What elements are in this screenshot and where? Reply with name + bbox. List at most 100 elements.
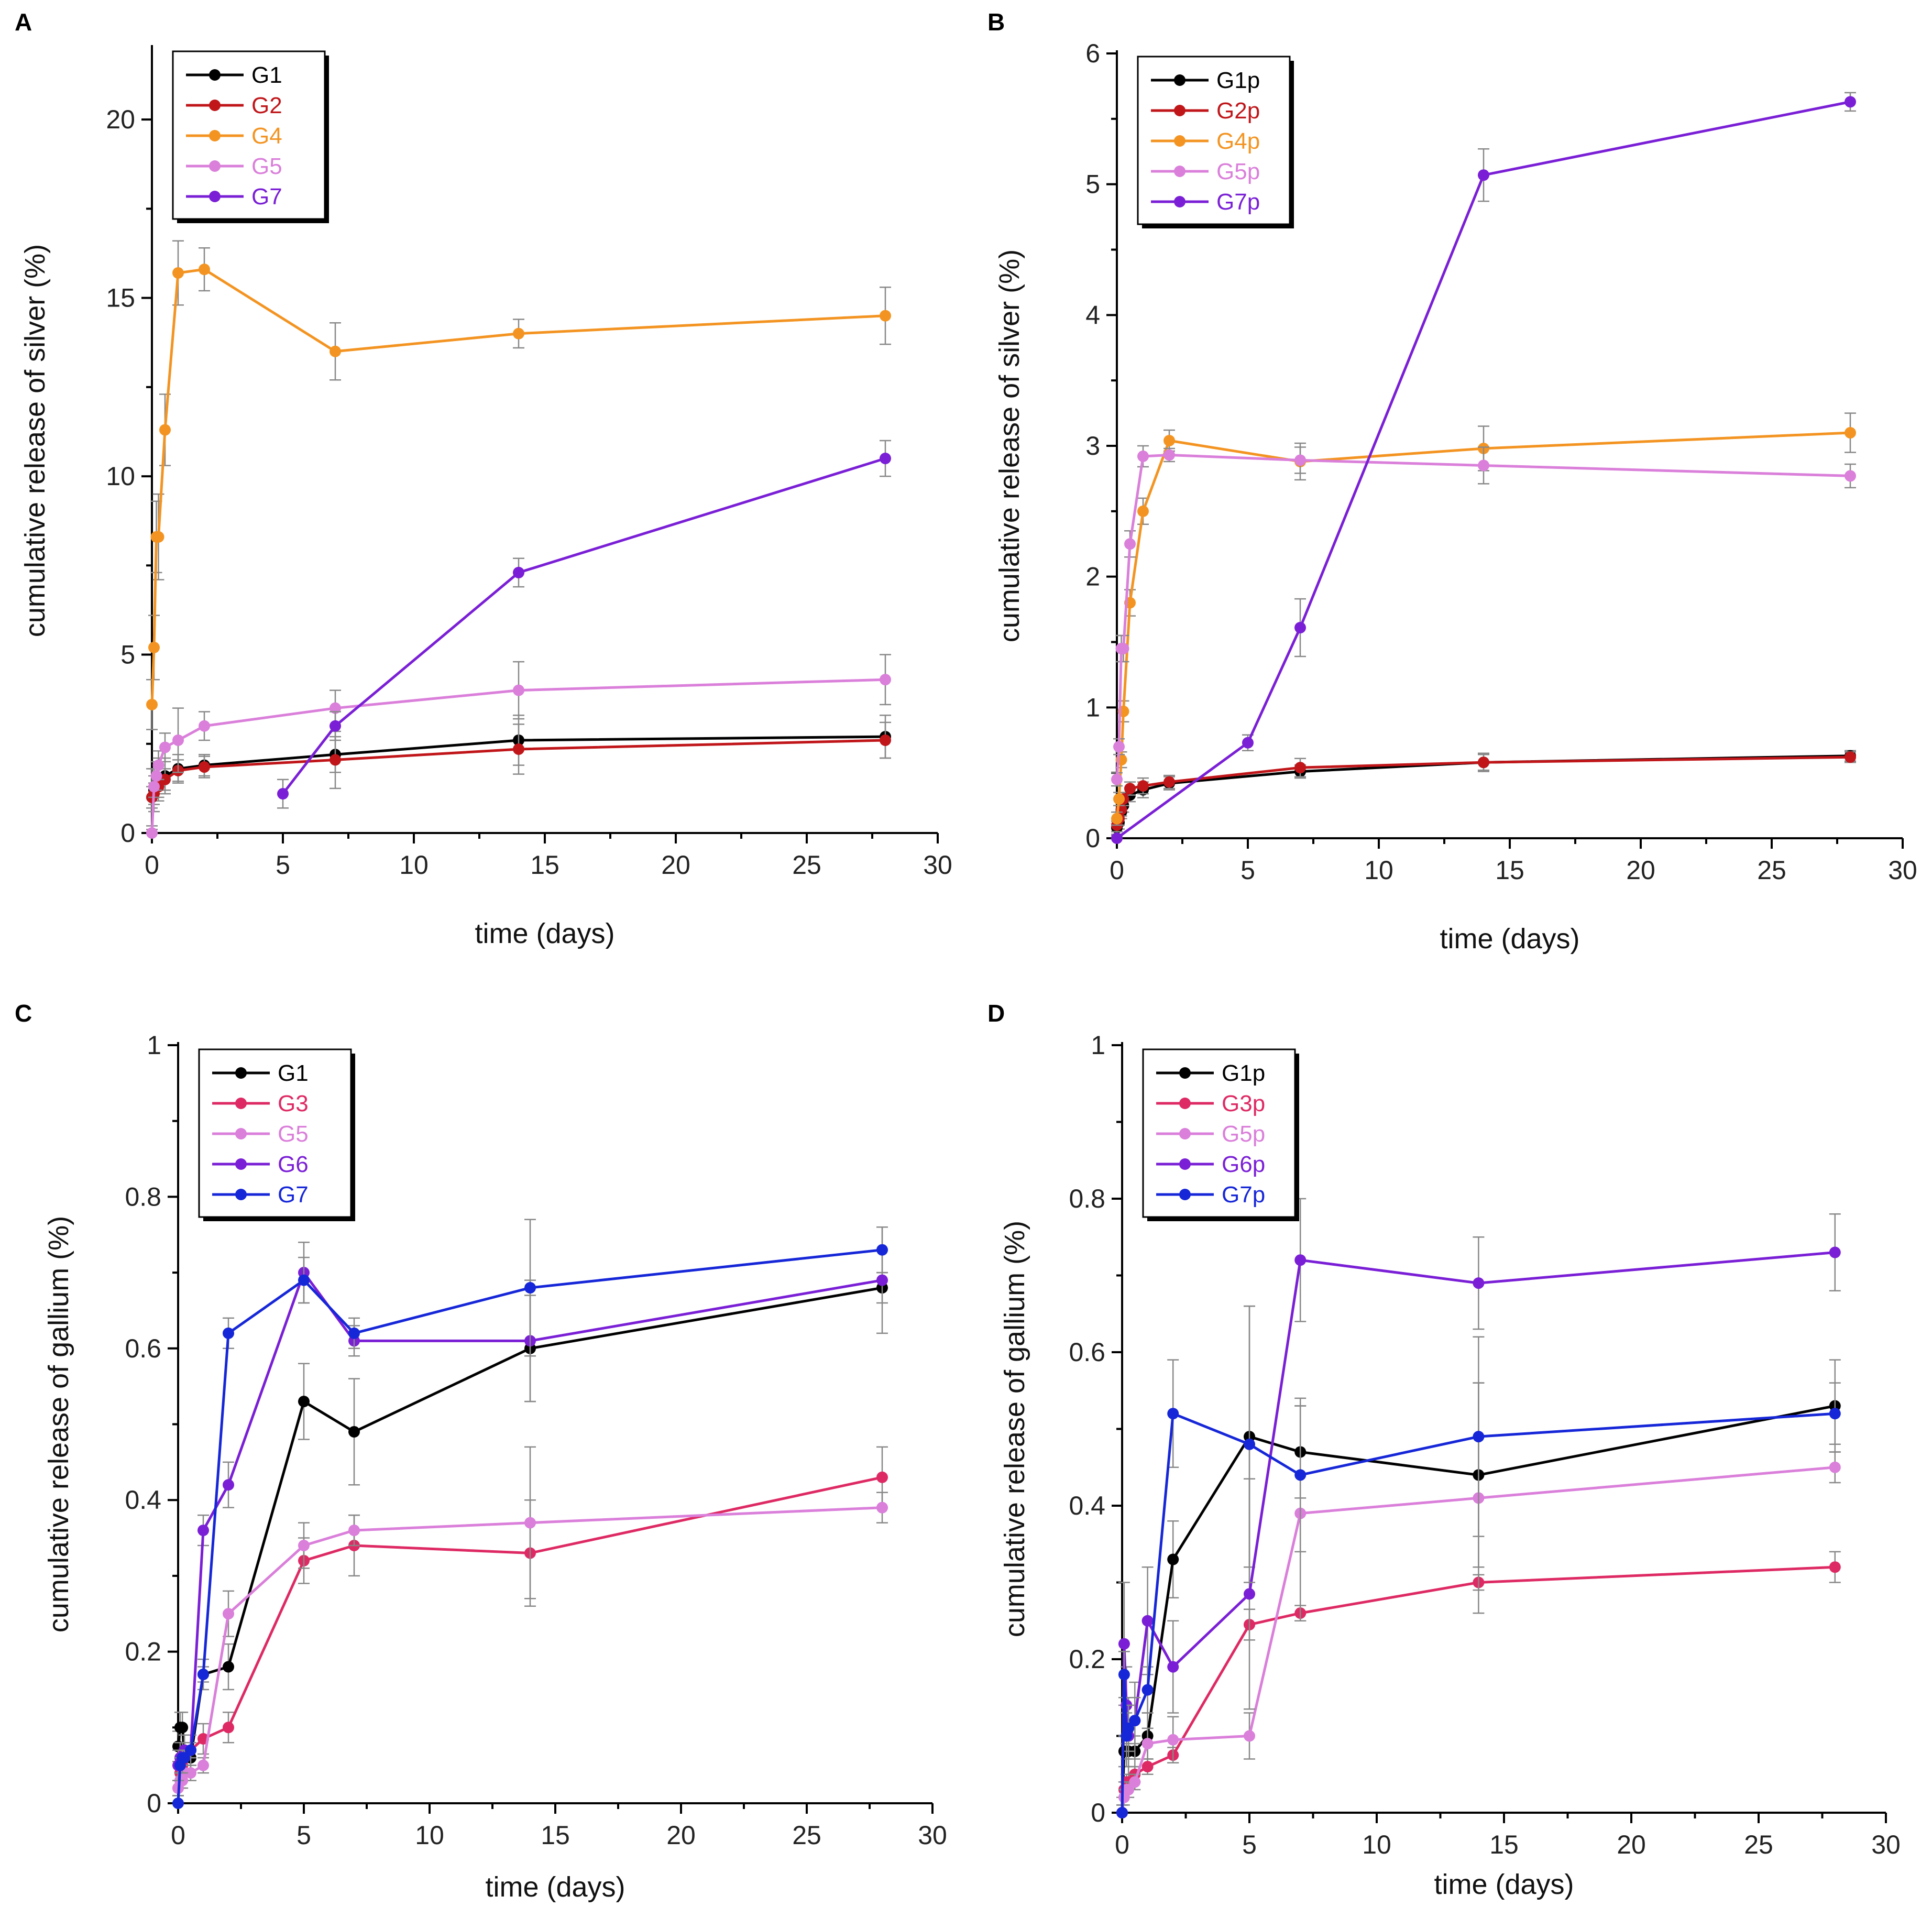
data-point [880, 310, 891, 322]
data-point [298, 1540, 310, 1552]
y-tick-label: 2 [1085, 562, 1100, 591]
data-point [185, 1767, 196, 1779]
data-point [330, 754, 341, 766]
data-point [159, 424, 171, 436]
y-tick-label: 5 [1085, 170, 1100, 199]
x-tick-label: 10 [1362, 1830, 1391, 1859]
legend-swatch-marker [235, 1158, 247, 1170]
x-tick-label: 0 [171, 1821, 185, 1850]
data-point [1294, 1469, 1307, 1481]
data-point [172, 1798, 184, 1809]
panel-A: A 0 5 10 15 20 25 30 0 5 10 15 20 time (days) cumulati… [15, 8, 952, 949]
data-point [172, 734, 184, 746]
data-point [1242, 737, 1254, 749]
y-tick-label: 0 [1091, 1798, 1105, 1827]
data-point [880, 734, 891, 746]
x-tick-label: 10 [415, 1821, 444, 1850]
panel-letter: C [15, 1000, 32, 1027]
data-point [1111, 832, 1123, 844]
y-tick-label: 10 [106, 462, 135, 491]
panel-letter: A [15, 8, 32, 36]
data-point [277, 788, 289, 800]
y-tick-label: 0.6 [125, 1334, 161, 1363]
data-point [146, 827, 158, 839]
data-point [330, 720, 341, 732]
legend-swatch-marker [1174, 135, 1185, 147]
legend-swatch-marker [235, 1128, 247, 1139]
data-point [1845, 751, 1856, 763]
legend-swatch-marker [209, 130, 221, 141]
data-point [1294, 622, 1306, 634]
data-point [876, 1244, 888, 1256]
data-point [348, 1426, 360, 1438]
y-tick-label: 3 [1085, 431, 1100, 461]
series-G7p [1116, 1305, 1841, 1818]
legend-swatch-marker [1174, 166, 1185, 177]
data-point [1167, 1734, 1179, 1746]
y-tick-label: 1 [147, 1031, 161, 1060]
data-point [1829, 1408, 1841, 1420]
x-axis-label: time (days) [1434, 1869, 1574, 1900]
data-point [1478, 169, 1489, 181]
y-axis-label: cumulative release of gallium (%) [43, 1216, 74, 1632]
data-point [1137, 450, 1149, 462]
x-tick-label: 10 [1364, 856, 1393, 885]
data-point [1113, 741, 1125, 753]
data-point [876, 1274, 888, 1286]
data-point [148, 641, 160, 653]
legend-label: G6 [278, 1152, 309, 1177]
data-point [330, 702, 341, 714]
legend-label: G4 [251, 123, 282, 149]
data-point [223, 1327, 234, 1339]
legend: G1p G2p G4p G5p G7p [1137, 56, 1294, 228]
data-point [223, 1661, 234, 1673]
data-point [1129, 1776, 1141, 1788]
legend-swatch-marker [235, 1067, 247, 1079]
y-tick-label: 5 [120, 640, 135, 670]
data-point [1244, 1438, 1255, 1450]
x-tick-label: 20 [1617, 1830, 1646, 1859]
x-tick-label: 15 [1495, 856, 1524, 885]
x-tick-label: 25 [792, 850, 821, 880]
x-tick-label: 20 [666, 1821, 696, 1850]
y-tick-label: 0.4 [1069, 1491, 1105, 1520]
x-tick-label: 30 [1888, 856, 1917, 885]
data-point [159, 773, 171, 785]
legend-label: G5p [1222, 1121, 1265, 1147]
x-tick-label: 25 [792, 1821, 821, 1850]
data-point [876, 1501, 888, 1514]
legend-label: G5p [1216, 159, 1260, 184]
data-point [223, 1608, 234, 1620]
series-G4 [146, 240, 891, 730]
data-point [1141, 1615, 1154, 1627]
y-tick-label: 1 [1091, 1031, 1105, 1060]
data-point [197, 1759, 209, 1771]
data-point [1829, 1561, 1841, 1573]
legend-label: G2 [251, 93, 282, 118]
data-point [1845, 96, 1856, 108]
y-axis-label: cumulative release of silver (%) [19, 244, 51, 637]
data-point [330, 345, 341, 357]
x-tick-label: 5 [297, 1821, 311, 1850]
data-point [876, 1471, 888, 1483]
data-point [1167, 1408, 1179, 1420]
data-point [177, 1722, 189, 1734]
legend-swatch-marker [1179, 1158, 1191, 1170]
y-tick-label: 0.6 [1069, 1338, 1105, 1367]
data-point [880, 674, 891, 686]
x-tick-label: 15 [541, 1821, 570, 1850]
x-tick-label: 15 [530, 850, 559, 880]
data-point [1167, 1553, 1179, 1565]
legend-label: G7 [278, 1182, 309, 1208]
legend-swatch-marker [209, 100, 221, 111]
legend: G1p G3p G5p G6p G7p [1142, 1048, 1299, 1221]
data-point [513, 684, 524, 696]
series-line [1115, 453, 1851, 780]
series-G2p [1111, 751, 1856, 832]
x-tick-label: 30 [918, 1821, 947, 1850]
x-tick-label: 10 [399, 850, 429, 880]
data-point [1113, 793, 1125, 805]
data-point [223, 1722, 234, 1734]
data-point [298, 1396, 310, 1408]
data-point [1473, 1277, 1485, 1289]
